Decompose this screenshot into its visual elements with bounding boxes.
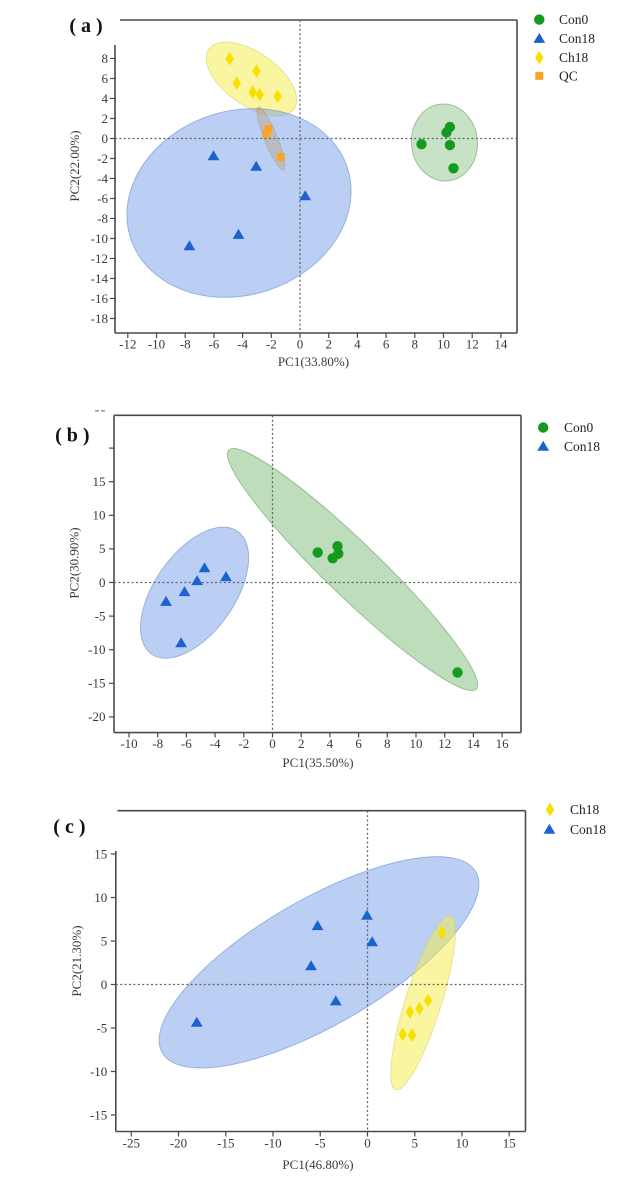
svg-text:10: 10 xyxy=(410,736,423,751)
svg-text:6: 6 xyxy=(102,71,109,86)
svg-text:5: 5 xyxy=(101,933,108,948)
svg-text:( c ): ( c ) xyxy=(53,816,85,838)
svg-text:10: 10 xyxy=(456,1136,469,1151)
svg-text:Con18: Con18 xyxy=(564,439,600,454)
svg-text:Con0: Con0 xyxy=(564,420,594,435)
svg-text:PC2(21.30%): PC2(21.30%) xyxy=(69,925,84,996)
svg-text:15: 15 xyxy=(503,1136,516,1151)
svg-text:PC1(35.50%): PC1(35.50%) xyxy=(282,755,353,770)
svg-text:-8: -8 xyxy=(152,736,163,751)
svg-text:-4: -4 xyxy=(210,736,221,751)
svg-text:4: 4 xyxy=(354,337,361,352)
svg-text:( a ): ( a ) xyxy=(69,15,102,37)
svg-text:-10: -10 xyxy=(91,231,108,246)
svg-text:-5: -5 xyxy=(315,1136,326,1151)
svg-text:12: 12 xyxy=(466,337,479,352)
svg-text:12: 12 xyxy=(438,736,451,751)
svg-text:-10: -10 xyxy=(88,642,105,657)
svg-text:PC1(33.80%): PC1(33.80%) xyxy=(278,354,349,369)
svg-text:-18: -18 xyxy=(91,311,108,326)
svg-text:0: 0 xyxy=(269,736,276,751)
svg-text:Con0: Con0 xyxy=(559,12,589,27)
svg-text:-5: -5 xyxy=(95,608,106,623)
svg-text:-2: -2 xyxy=(97,151,108,166)
svg-text:6: 6 xyxy=(383,337,390,352)
svg-text:-10: -10 xyxy=(120,736,137,751)
svg-text:10: 10 xyxy=(437,337,450,352)
svg-text:15: 15 xyxy=(94,846,107,861)
svg-text:0: 0 xyxy=(364,1136,371,1151)
svg-text:16: 16 xyxy=(496,736,510,751)
svg-text:0: 0 xyxy=(101,977,108,992)
svg-text:Ch18: Ch18 xyxy=(570,802,600,817)
svg-text:-15: -15 xyxy=(217,1136,234,1151)
svg-text:10: 10 xyxy=(93,508,106,523)
svg-text:-10: -10 xyxy=(148,337,165,352)
svg-text:-6: -6 xyxy=(208,337,219,352)
svg-text:Ch18: Ch18 xyxy=(559,50,589,65)
svg-text:PC2(30.90%): PC2(30.90%) xyxy=(67,527,82,598)
svg-text:-20: -20 xyxy=(88,709,105,724)
svg-text:6: 6 xyxy=(355,736,362,751)
svg-text:-12: -12 xyxy=(119,337,136,352)
svg-text:8: 8 xyxy=(384,736,391,751)
svg-text:-6: -6 xyxy=(97,191,108,206)
svg-text:-15: -15 xyxy=(90,1107,107,1122)
svg-text:QC: QC xyxy=(559,68,578,83)
svg-text:Con18: Con18 xyxy=(559,31,595,46)
svg-text:4: 4 xyxy=(102,91,109,106)
svg-text:-14: -14 xyxy=(91,271,109,286)
svg-text:8: 8 xyxy=(412,337,419,352)
svg-text:0: 0 xyxy=(297,337,304,352)
svg-text:-20: -20 xyxy=(170,1136,187,1151)
svg-text:2: 2 xyxy=(102,111,109,126)
svg-text:-12: -12 xyxy=(91,251,108,266)
svg-text:-10: -10 xyxy=(90,1064,107,1079)
svg-text:-4: -4 xyxy=(237,337,248,352)
svg-text:0: 0 xyxy=(102,131,109,146)
svg-text:Con18: Con18 xyxy=(570,822,606,837)
svg-text:-5: -5 xyxy=(96,1020,107,1035)
svg-text:5: 5 xyxy=(99,541,106,556)
svg-text:-2: -2 xyxy=(238,736,249,751)
svg-text:-4: -4 xyxy=(97,171,108,186)
svg-text:PC2(22.00%): PC2(22.00%) xyxy=(67,130,82,201)
svg-text:-6: -6 xyxy=(181,736,192,751)
svg-text:14: 14 xyxy=(467,736,481,751)
svg-text:-8: -8 xyxy=(180,337,191,352)
svg-text:5: 5 xyxy=(412,1136,419,1151)
svg-text:2: 2 xyxy=(325,337,332,352)
svg-text:4: 4 xyxy=(327,736,334,751)
svg-text:-16: -16 xyxy=(91,291,109,306)
svg-text:-2: -2 xyxy=(266,337,277,352)
svg-text:8: 8 xyxy=(102,51,109,66)
svg-text:2: 2 xyxy=(298,736,305,751)
svg-text:-15: -15 xyxy=(88,676,105,691)
svg-text:15: 15 xyxy=(93,474,106,489)
svg-text:0: 0 xyxy=(99,575,106,590)
svg-text:-8: -8 xyxy=(97,211,108,226)
svg-text:14: 14 xyxy=(494,337,508,352)
svg-text:-10: -10 xyxy=(264,1136,281,1151)
svg-text:( b ): ( b ) xyxy=(55,425,89,447)
svg-text:PC1(46.80%): PC1(46.80%) xyxy=(282,1157,353,1172)
svg-text:-25: -25 xyxy=(123,1136,140,1151)
svg-text:10: 10 xyxy=(94,890,107,905)
